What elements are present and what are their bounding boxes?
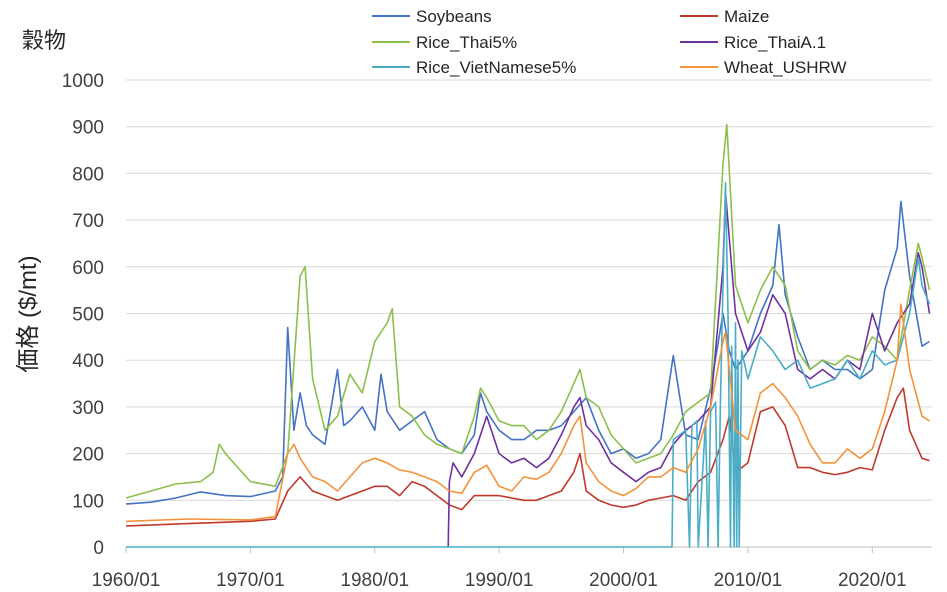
y-tick-label: 500 [72,305,104,326]
x-tick-label: 1990/01 [465,570,534,591]
y-tick-labels: 0 100 200 300 400 500 600 700 800 900 1000 [62,71,104,559]
series-lines [125,123,931,548]
y-tick-label: 0 [93,538,104,559]
x-tick-label: 2020/01 [838,570,907,591]
series-line-rice-vietnamese5- [126,181,931,548]
y-tick-label: 300 [72,398,104,419]
legend-label: Rice_ThaiA.1 [724,33,826,52]
legend-label: Rice_Thai5% [416,33,517,52]
y-tick-label: 400 [72,351,104,372]
y-tick-label: 900 [72,118,104,139]
x-tick-label: 2000/01 [589,570,658,591]
legend-label: Soybeans [416,7,492,26]
legend-label: Maize [724,7,769,26]
y-axis-label: 価格 ($/mt) [15,255,42,372]
y-tick-label: 600 [72,258,104,279]
x-tick-label: 1980/01 [340,570,409,591]
x-axis: 1960/01 1970/01 1980/01 1990/01 2000/01 2010/… [92,546,932,591]
x-tick-label: 1960/01 [92,570,161,591]
chart-title: 穀物 [22,28,66,53]
x-tick-label: 1970/01 [216,570,285,591]
series-line-maize [125,387,930,527]
gridlines [126,79,932,501]
series-line-rice-thai5- [125,123,931,499]
legend-label: Rice_VietNamese5% [416,58,576,77]
y-tick-label: 700 [72,211,104,232]
series-line-soybeans [125,200,930,505]
series-line-wheat-ushrw [125,303,930,523]
y-tick-label: 100 [72,491,104,512]
y-tick-label: 1000 [62,71,104,92]
y-tick-label: 800 [72,164,104,185]
y-tick-label: 200 [72,445,104,466]
legend: Soybeans Maize Rice_Thai5% Rice_ThaiA.1 Rice… [372,7,847,77]
legend-label: Wheat_USHRW [724,58,847,77]
x-tick-label: 2010/01 [714,570,783,591]
series-line-rice-thaia-1 [447,191,931,548]
